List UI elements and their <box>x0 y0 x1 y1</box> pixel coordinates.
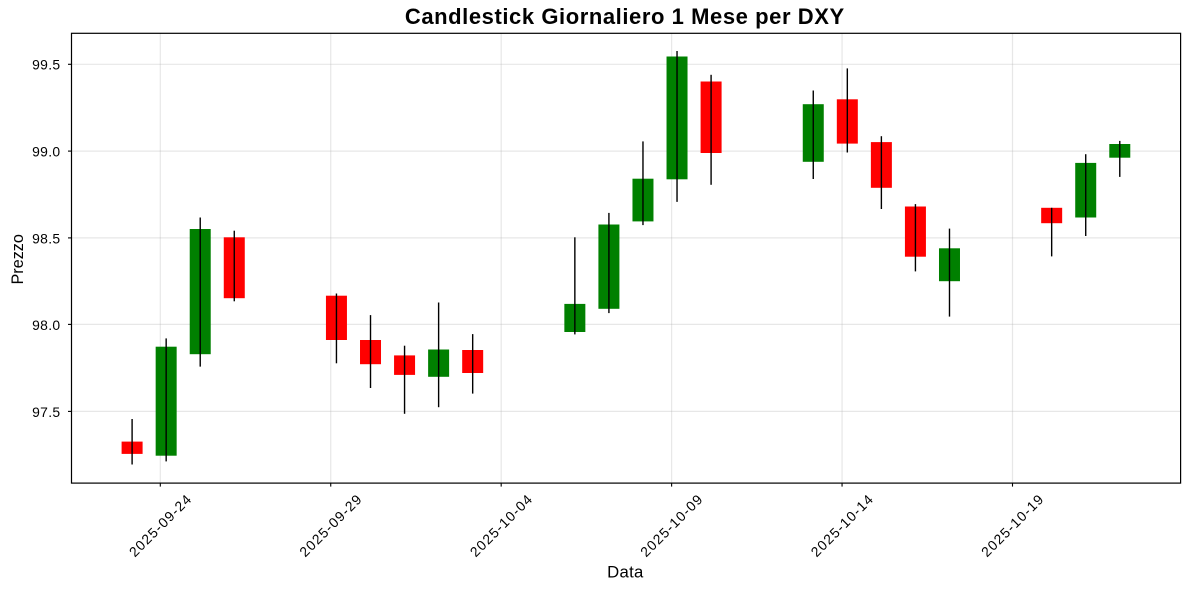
svg-text:Candlestick Giornaliero 1 Mese: Candlestick Giornaliero 1 Mese per DXY <box>405 4 845 29</box>
svg-text:97.5: 97.5 <box>32 404 60 420</box>
svg-text:99.0: 99.0 <box>32 144 60 160</box>
svg-text:98.0: 98.0 <box>32 317 60 333</box>
svg-text:Prezzo: Prezzo <box>9 234 27 284</box>
svg-text:98.5: 98.5 <box>32 230 60 246</box>
svg-text:Data: Data <box>607 563 644 582</box>
svg-text:99.5: 99.5 <box>32 57 60 73</box>
